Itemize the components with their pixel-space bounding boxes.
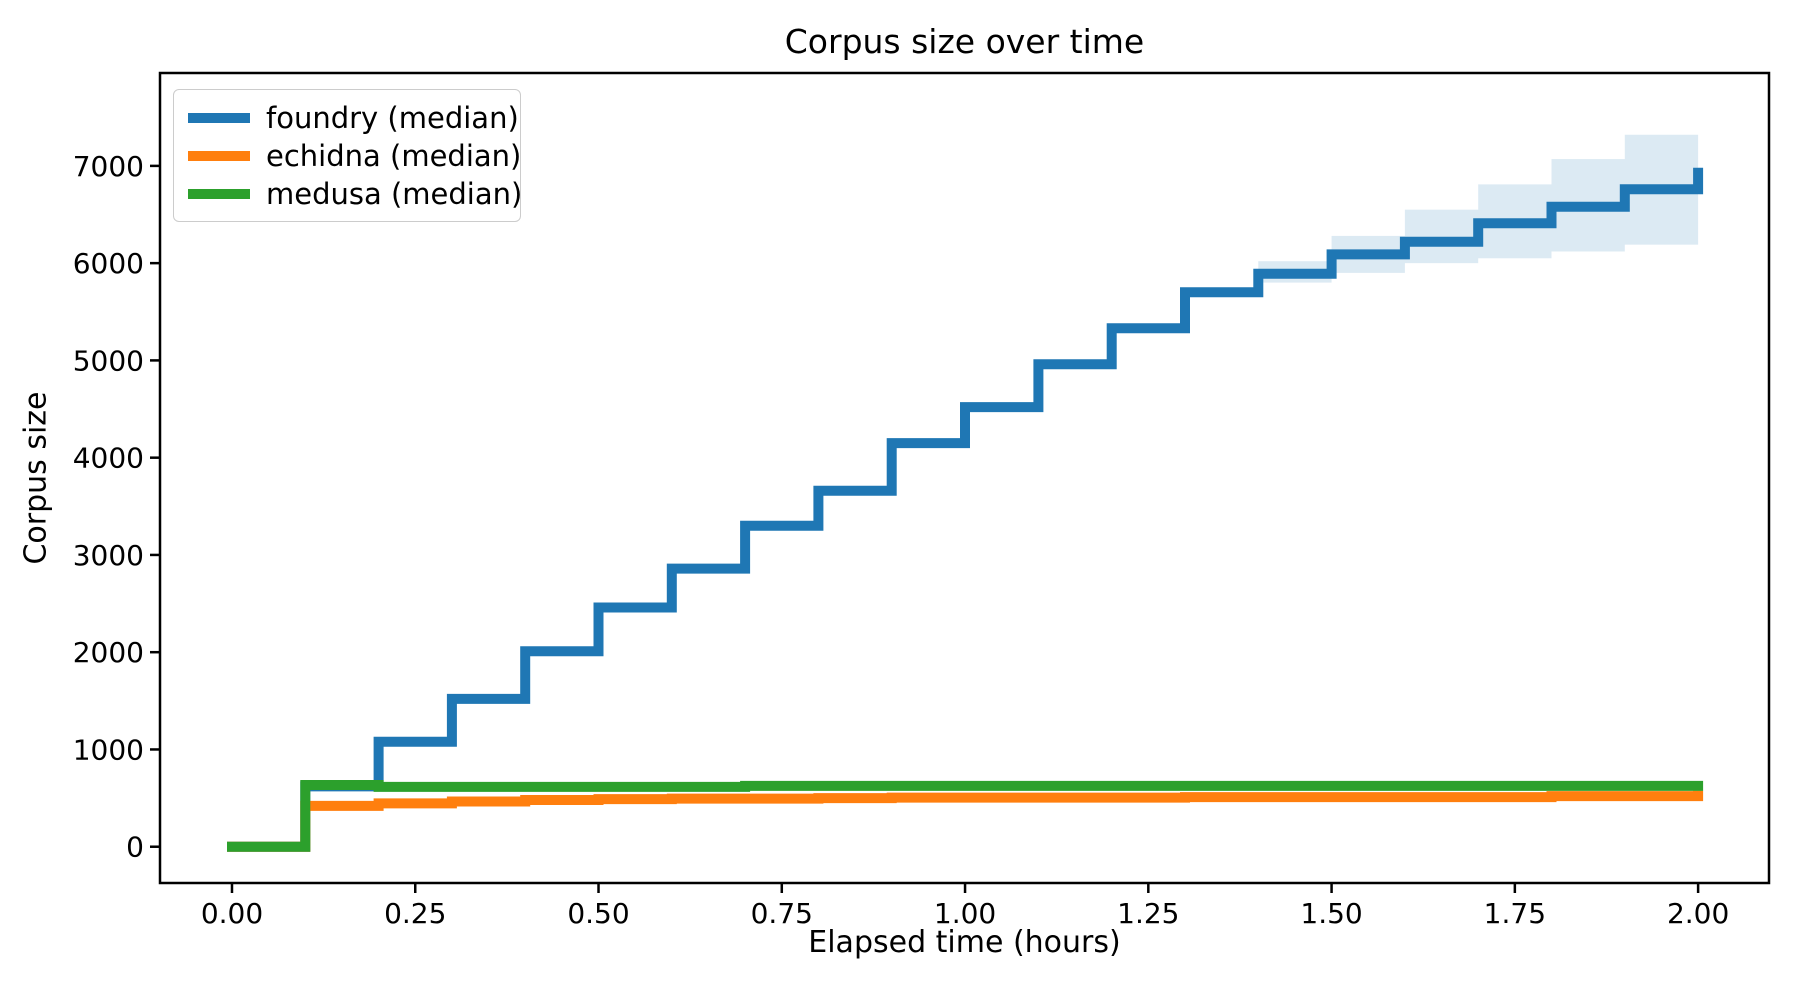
confidence-band-segment — [1404, 209, 1479, 264]
y-tick-label: 0 — [126, 831, 144, 864]
y-tick-label: 2000 — [73, 636, 144, 669]
step-line-medusa — [227, 780, 1704, 852]
legend-label-medusa: medusa (median) — [266, 176, 523, 211]
legend-item-foundry: foundry (median) — [188, 99, 519, 136]
x-tick-label: 1.50 — [1300, 897, 1362, 930]
legend-item-medusa: medusa (median) — [188, 175, 522, 212]
x-tick-label: 0.00 — [201, 897, 263, 930]
legend-label-foundry: foundry (median) — [266, 100, 519, 135]
echidna-line-swatch — [188, 150, 250, 161]
legend: foundry (median) echidna (median) medusa… — [173, 89, 522, 222]
legend-label-echidna: echidna (median) — [266, 138, 522, 173]
y-tick-label: 5000 — [73, 344, 144, 377]
x-tick-label: 1.00 — [934, 897, 996, 930]
legend-item-echidna: echidna (median) — [188, 137, 521, 174]
foundry-line-swatch — [188, 112, 250, 123]
y-tick-label: 3000 — [73, 539, 144, 572]
medusa-line-swatch — [188, 188, 250, 199]
x-tick-label: 0.50 — [567, 897, 629, 930]
y-tick-label: 7000 — [73, 150, 144, 183]
x-tick-label: 0.75 — [751, 897, 813, 930]
step-line-echidna — [227, 790, 1704, 852]
y-axis-label: Corpus size — [18, 391, 54, 565]
x-tick-label: 1.75 — [1484, 897, 1546, 930]
y-tick-label: 1000 — [73, 733, 144, 766]
x-tick-label: 2.00 — [1667, 897, 1729, 930]
chart-title: Corpus size over time — [784, 22, 1145, 61]
step-line-foundry — [227, 167, 1704, 852]
y-tick-label: 6000 — [73, 247, 144, 280]
x-tick-label: 0.25 — [384, 897, 446, 930]
x-axis-label: Elapsed time (hours) — [808, 925, 1121, 960]
x-tick-label: 1.25 — [1117, 897, 1179, 930]
y-tick-label: 4000 — [73, 442, 144, 475]
